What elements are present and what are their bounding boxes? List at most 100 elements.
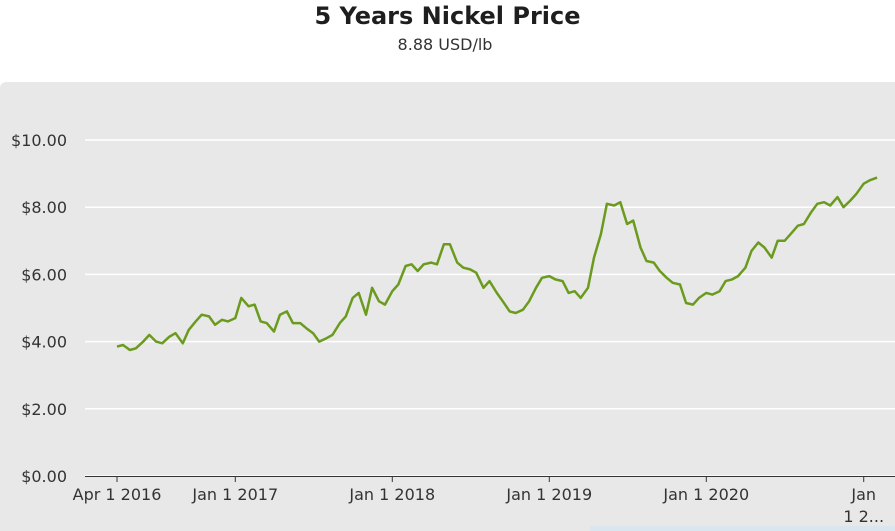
data-point[interactable]	[119, 341, 127, 349]
data-point[interactable]	[132, 344, 140, 352]
data-point[interactable]	[139, 338, 147, 346]
data-point[interactable]	[270, 328, 278, 336]
data-point[interactable]	[716, 287, 724, 295]
y-tick-label: $10.00	[11, 131, 67, 150]
data-point[interactable]	[774, 237, 782, 245]
data-point[interactable]	[420, 260, 428, 268]
data-point[interactable]	[289, 319, 297, 327]
data-point[interactable]	[283, 307, 291, 315]
x-axis: Apr 1 2016 Jan 1 2017 Jan 1 2018 Jan 1 2019…	[73, 476, 884, 526]
data-point[interactable]	[276, 311, 284, 319]
series-line[interactable]	[116, 176, 878, 352]
data-point[interactable]	[760, 244, 768, 252]
data-point[interactable]	[172, 329, 180, 337]
data-point[interactable]	[708, 291, 716, 299]
data-point[interactable]	[689, 301, 697, 309]
data-point[interactable]	[302, 324, 310, 332]
data-point[interactable]	[362, 311, 370, 319]
data-point[interactable]	[866, 176, 874, 184]
data-point[interactable]	[309, 329, 317, 337]
data-point[interactable]	[559, 277, 567, 285]
gridlines	[85, 139, 895, 477]
data-point[interactable]	[453, 259, 461, 267]
data-point[interactable]	[355, 289, 363, 297]
chart-title: 5 Years Nickel Price	[314, 2, 581, 30]
x-tick-label: Apr 1 2016	[73, 485, 162, 504]
data-point[interactable]	[676, 281, 684, 289]
data-point[interactable]	[787, 230, 795, 238]
data-point[interactable]	[781, 237, 789, 245]
data-point[interactable]	[408, 260, 416, 268]
data-point[interactable]	[834, 193, 842, 201]
data-point[interactable]	[329, 331, 337, 339]
data-point[interactable]	[807, 208, 815, 216]
data-point[interactable]	[296, 319, 304, 327]
data-point[interactable]	[512, 309, 520, 317]
data-point[interactable]	[571, 287, 579, 295]
data-point[interactable]	[669, 279, 677, 287]
data-point[interactable]	[519, 306, 527, 314]
data-point[interactable]	[840, 203, 848, 211]
data-point[interactable]	[381, 301, 389, 309]
data-point[interactable]	[597, 230, 605, 238]
data-point[interactable]	[846, 197, 854, 205]
data-point[interactable]	[211, 321, 219, 329]
data-point[interactable]	[532, 284, 540, 292]
current-price: 8.88 USD/lb	[397, 35, 493, 54]
data-point[interactable]	[826, 202, 834, 210]
data-point[interactable]	[741, 264, 749, 272]
data-point[interactable]	[682, 299, 690, 307]
data-point[interactable]	[695, 294, 703, 302]
data-point[interactable]	[584, 284, 592, 292]
data-point[interactable]	[368, 284, 376, 292]
data-point[interactable]	[768, 254, 776, 262]
data-point[interactable]	[336, 319, 344, 327]
data-point[interactable]	[616, 198, 624, 206]
data-point[interactable]	[873, 174, 881, 182]
data-point[interactable]	[813, 200, 821, 208]
data-point[interactable]	[263, 319, 271, 327]
data-point[interactable]	[205, 312, 213, 320]
data-point[interactable]	[734, 272, 742, 280]
data-point[interactable]	[486, 277, 494, 285]
data-point[interactable]	[185, 326, 193, 334]
data-point[interactable]	[656, 267, 664, 275]
data-point[interactable]	[224, 317, 232, 325]
data-point[interactable]	[394, 281, 402, 289]
data-point[interactable]	[577, 294, 585, 302]
data-point[interactable]	[650, 259, 658, 267]
data-point[interactable]	[237, 294, 245, 302]
data-point[interactable]	[145, 331, 153, 339]
data-point[interactable]	[158, 339, 166, 347]
data-point[interactable]	[603, 200, 611, 208]
data-point[interactable]	[852, 190, 860, 198]
scrollbar-track[interactable]	[590, 526, 895, 531]
data-point[interactable]	[251, 301, 259, 309]
data-point[interactable]	[637, 244, 645, 252]
data-point[interactable]	[315, 338, 323, 346]
data-point[interactable]	[388, 287, 396, 295]
data-point[interactable]	[342, 312, 350, 320]
data-point[interactable]	[629, 217, 637, 225]
data-point[interactable]	[446, 240, 454, 248]
data-point[interactable]	[433, 260, 441, 268]
data-point[interactable]	[231, 314, 239, 322]
data-point[interactable]	[192, 317, 200, 325]
data-point[interactable]	[800, 220, 808, 228]
x-tick-label: Jan 1 2018	[348, 485, 435, 504]
data-point[interactable]	[493, 289, 501, 297]
data-point[interactable]	[480, 284, 488, 292]
data-point[interactable]	[538, 274, 546, 282]
data-point[interactable]	[459, 264, 467, 272]
data-point[interactable]	[551, 275, 559, 283]
data-point[interactable]	[198, 311, 206, 319]
data-point[interactable]	[179, 339, 187, 347]
x-tick-label: Jan 1 2019	[505, 485, 592, 504]
data-point[interactable]	[525, 297, 533, 305]
data-point[interactable]	[499, 297, 507, 305]
data-point[interactable]	[414, 267, 422, 275]
data-point[interactable]	[590, 254, 598, 262]
data-point[interactable]	[748, 247, 756, 255]
data-point[interactable]	[472, 269, 480, 277]
data-point[interactable]	[643, 257, 651, 265]
